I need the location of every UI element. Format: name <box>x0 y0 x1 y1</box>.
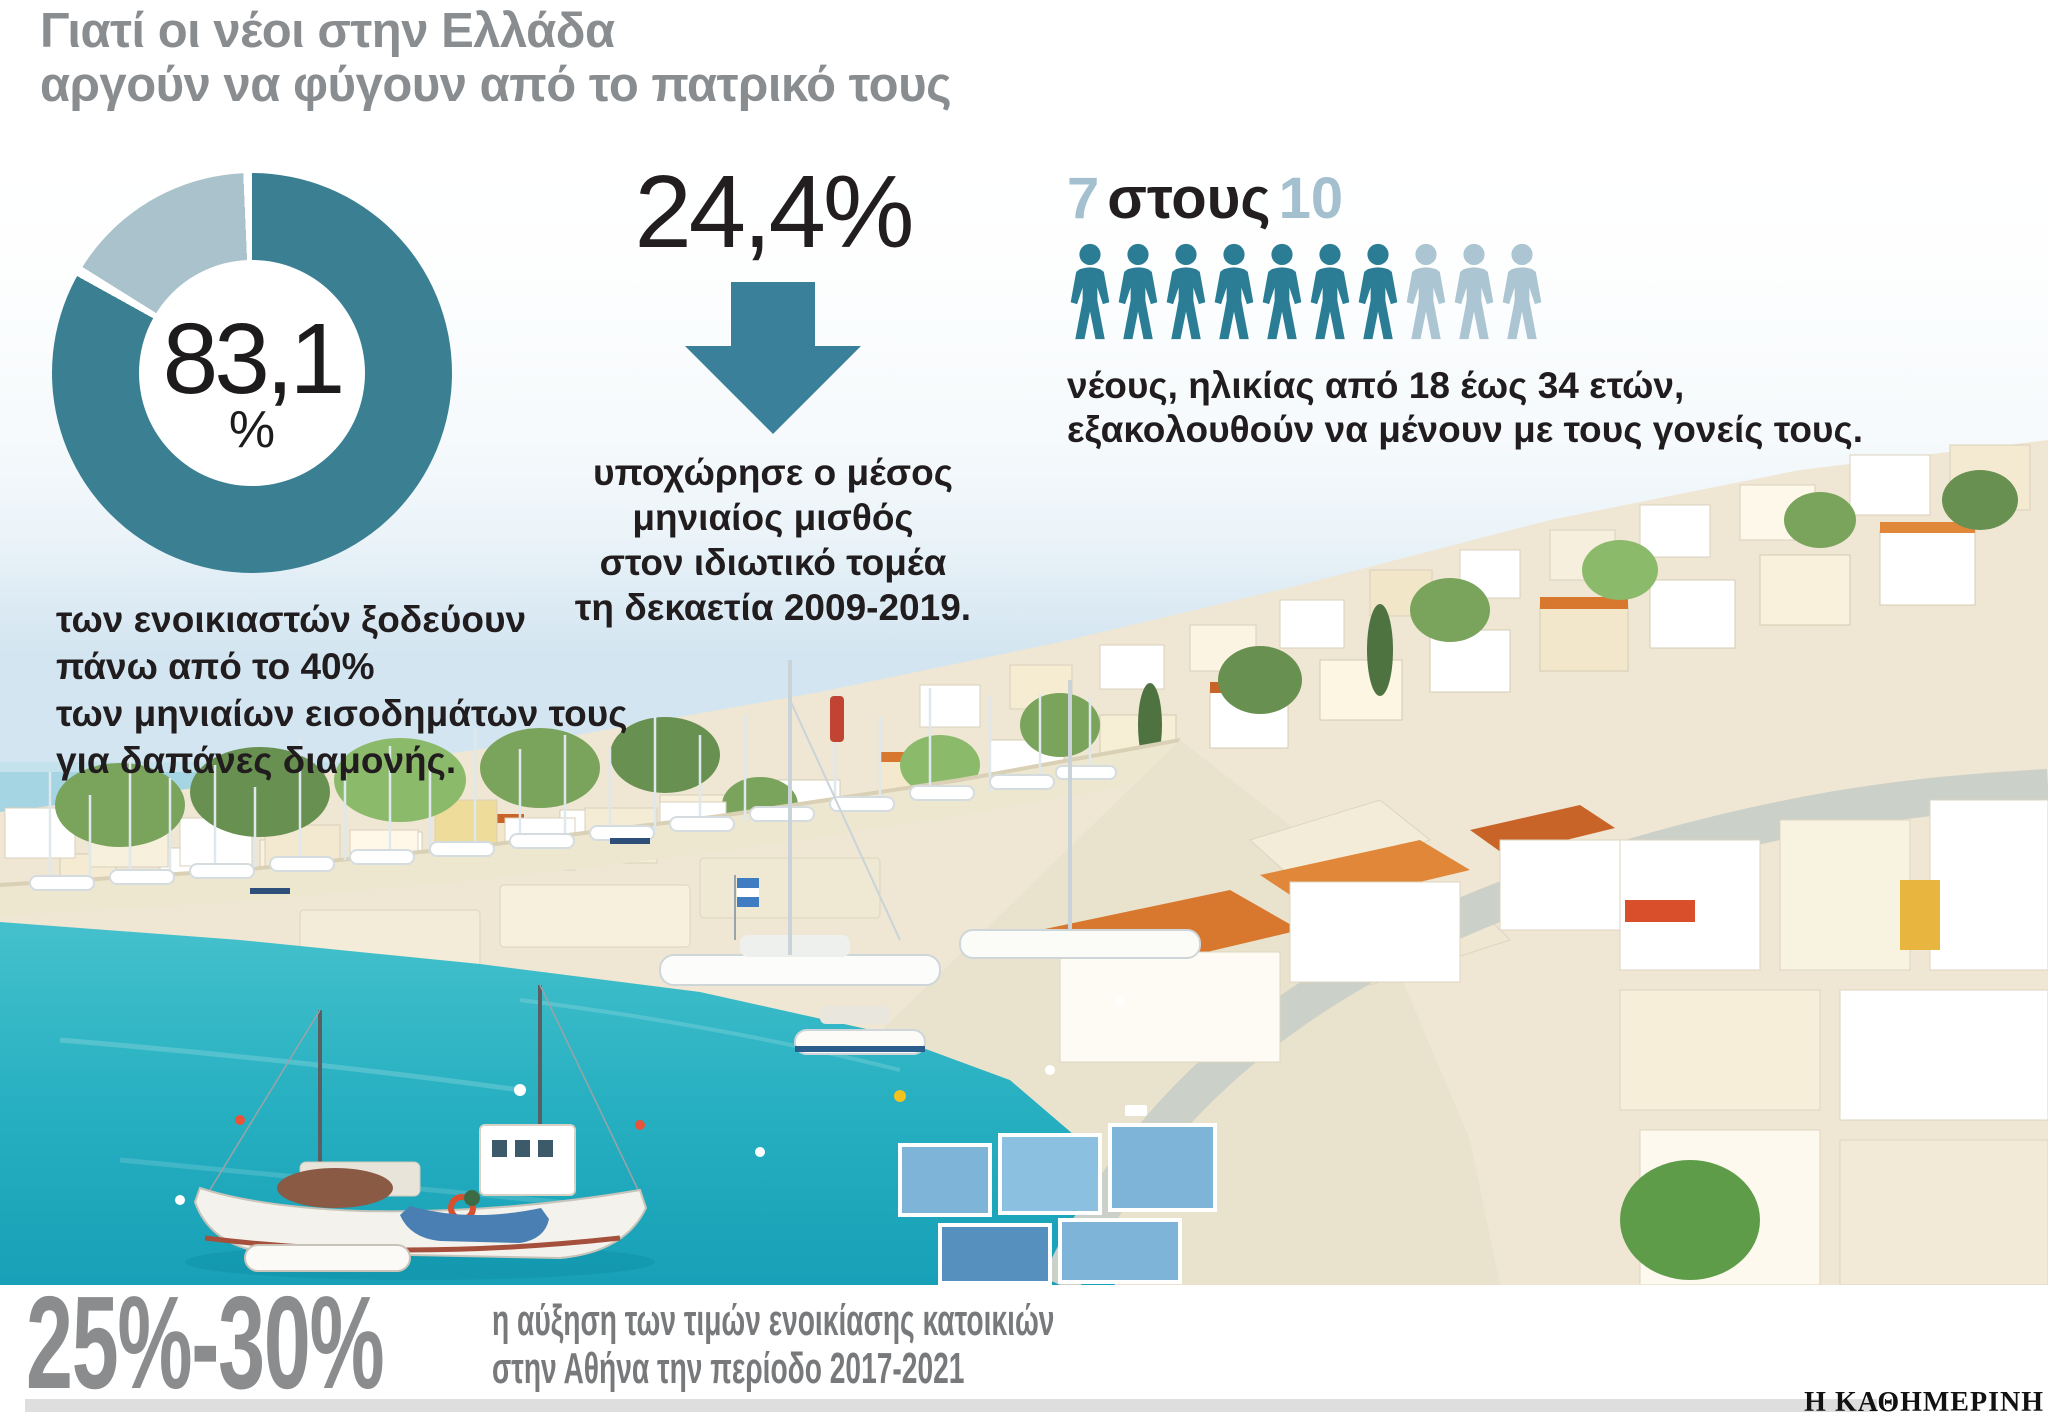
salary-caption: υποχώρησε ο μέσος μηνιαίος μισθός στον ι… <box>574 452 972 628</box>
page-title: Γιατί οι νέοι στην Ελλάδα αργούν να φύγο… <box>40 4 952 112</box>
rent-increase-value: 25%-30% <box>26 1269 385 1416</box>
salary-value: 24,4% <box>634 154 914 269</box>
title-line-1: Γιατί οι νέοι στην Ελλάδα <box>40 4 615 58</box>
donut-percent-sign: % <box>228 401 276 459</box>
person-icon <box>1406 243 1446 340</box>
person-icon <box>1118 243 1158 340</box>
ratio-label: 7 στους 10 <box>1067 168 1863 230</box>
buoys <box>175 998 1124 1205</box>
person-icon <box>1262 243 1302 340</box>
person-icon <box>1214 243 1254 340</box>
youth-caption: νέους, ηλικίας από 18 έως 34 ετών, εξακο… <box>1067 365 1863 450</box>
person-icon <box>1166 243 1206 340</box>
down-arrow-icon <box>685 282 861 434</box>
donut-value: 83,1 <box>162 303 346 415</box>
donut-chart: 83,1 % <box>52 173 452 573</box>
harbor-photo <box>0 140 2048 1285</box>
donut-caption: των ενοικιαστών ξοδεύουν πάνω από το 40%… <box>56 599 628 781</box>
title-line-2: αργούν να φύγουν από το πατρικό τους <box>40 58 952 112</box>
person-icon <box>1310 243 1350 340</box>
person-icon <box>1070 243 1110 340</box>
salary-stat: 24,4% υποχώρησε ο μέσος μηνιαίος μισθός … <box>563 156 983 630</box>
rent-increase-caption: η αύξηση των τιμών ενοικίασης κατοικιών … <box>492 1296 1055 1393</box>
marina-boats <box>29 660 1201 1055</box>
youth-stat: 7 στους 10 νέους, ηλικίας από 18 έως 34 ετ… <box>1067 168 1863 452</box>
pictogram-row <box>1067 242 1863 346</box>
kathimerini-logo: Η ΚΑΘΗΜΕΡΙΝΗ <box>1804 1387 2044 1418</box>
donut-center: 83,1 % <box>139 260 365 486</box>
ratio-numerator: 7 <box>1067 166 1100 231</box>
ratio-word: στους <box>1107 166 1271 231</box>
quay-and-street <box>880 740 2048 1285</box>
person-icon <box>1358 243 1398 340</box>
ratio-denominator: 10 <box>1278 166 1344 231</box>
person-icon <box>1502 243 1542 340</box>
divider-bar <box>25 1399 1877 1412</box>
fishing-boat <box>185 984 655 1280</box>
person-icon <box>1454 243 1494 340</box>
